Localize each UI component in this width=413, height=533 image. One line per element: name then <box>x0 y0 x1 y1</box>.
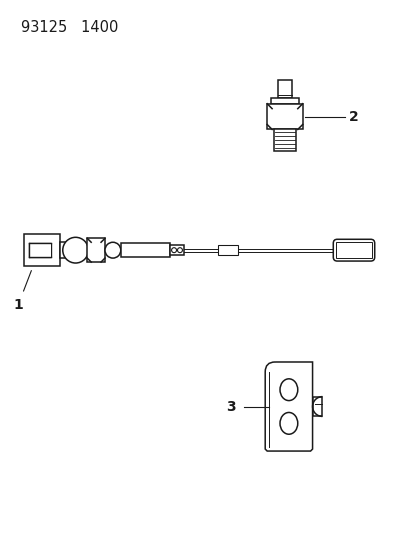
Bar <box>29 243 51 257</box>
Bar <box>335 243 371 258</box>
Text: 93125   1400: 93125 1400 <box>21 20 118 35</box>
Bar <box>24 235 60 266</box>
Circle shape <box>177 248 182 253</box>
Bar <box>278 80 291 98</box>
Circle shape <box>105 243 121 258</box>
FancyBboxPatch shape <box>332 239 374 261</box>
Text: 2: 2 <box>348 110 358 124</box>
Text: 3: 3 <box>225 400 235 414</box>
Ellipse shape <box>279 379 297 401</box>
Ellipse shape <box>279 413 297 434</box>
Bar <box>312 397 322 416</box>
Bar <box>273 130 295 151</box>
Bar <box>121 243 170 257</box>
Circle shape <box>171 248 176 253</box>
Bar <box>266 104 302 130</box>
Bar <box>30 244 51 256</box>
Bar <box>271 98 298 104</box>
PathPatch shape <box>265 362 312 451</box>
Bar <box>87 238 105 262</box>
Bar <box>170 245 183 255</box>
Text: 1: 1 <box>14 297 24 312</box>
Bar <box>218 245 237 255</box>
Circle shape <box>63 237 88 263</box>
Bar <box>60 243 68 258</box>
